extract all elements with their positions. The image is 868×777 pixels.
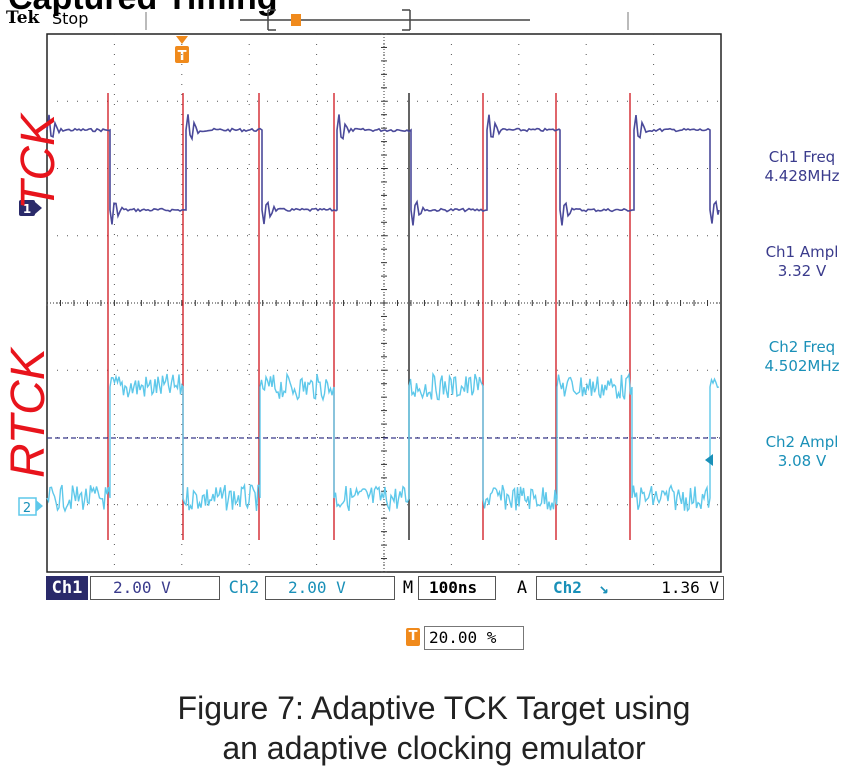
figure-caption: Figure 7: Adaptive TCK Target using an a…	[0, 688, 868, 768]
ch2-waveform	[46, 371, 720, 513]
caption-line-2: an adaptive clocking emulator	[222, 730, 646, 766]
ch2-scale[interactable]: 2.00 V	[265, 576, 395, 600]
trigger-source: Ch2	[553, 578, 582, 597]
trigger-position-value[interactable]: 20.00 %	[424, 626, 524, 650]
tck-label: TCK	[12, 114, 65, 210]
ch2-ampl-readout: Ch2 Ampl 3.08 V	[746, 433, 858, 471]
ch2-ground-marker[interactable]: 2	[18, 497, 43, 516]
ch1-ground-marker[interactable]: 1	[19, 200, 42, 216]
ch2-freq-label: Ch2 Freq	[768, 338, 836, 356]
ch1-freq-readout: Ch1 Freq 4.428MHz	[746, 148, 858, 186]
timebase-value[interactable]: 100ns	[418, 576, 496, 600]
ch2-ampl-label: Ch2 Ampl	[765, 433, 839, 451]
trigger-slope-icon: ↘	[599, 578, 609, 597]
ch1-freq-label: Ch1 Freq	[768, 148, 836, 166]
rtck-label: RTCK	[2, 348, 55, 478]
trigger-tag: A	[516, 578, 528, 598]
trigger-marker-icon[interactable]: T	[175, 36, 189, 64]
ch2-freq-value: 4.502MHz	[764, 357, 840, 375]
acquisition-state: Stop	[52, 9, 89, 28]
trigger-position-icon: T	[406, 628, 420, 646]
ch1-ampl-readout: Ch1 Ampl 3.32 V	[746, 243, 858, 281]
trigger-level: 1.36 V	[661, 578, 719, 597]
ch1-scale[interactable]: 2.00 V	[90, 576, 220, 600]
record-position-bar	[145, 9, 629, 31]
trigger-marker-label: T	[178, 49, 187, 64]
ch2-marker-label: 2	[23, 501, 31, 516]
timebase-tag: M	[402, 578, 414, 598]
ch1-marker-label: 1	[23, 202, 31, 216]
brand-logo: Tek	[6, 8, 40, 28]
trigger-level-arrow	[705, 454, 713, 466]
ch1-waveform	[46, 114, 720, 226]
ch2-freq-readout: Ch2 Freq 4.502MHz	[746, 338, 858, 376]
ch2-ampl-value: 3.08 V	[777, 452, 827, 470]
ch1-tag[interactable]: Ch1	[46, 576, 88, 600]
caption-line-1: Figure 7: Adaptive TCK Target using	[177, 690, 691, 726]
ch1-ampl-value: 3.32 V	[777, 262, 827, 280]
cropped-title: Captured Timing	[8, 0, 278, 18]
ch1-ampl-label: Ch1 Ampl	[765, 243, 839, 261]
graticule	[46, 33, 722, 573]
trigger-settings[interactable]: Ch2 ↘ 1.36 V	[536, 576, 724, 600]
header-trigger-icon	[291, 14, 301, 26]
ch2-tag[interactable]: Ch2	[228, 578, 260, 598]
oscilloscope-display: T 1 2	[18, 9, 722, 573]
ch1-freq-value: 4.428MHz	[764, 167, 840, 185]
